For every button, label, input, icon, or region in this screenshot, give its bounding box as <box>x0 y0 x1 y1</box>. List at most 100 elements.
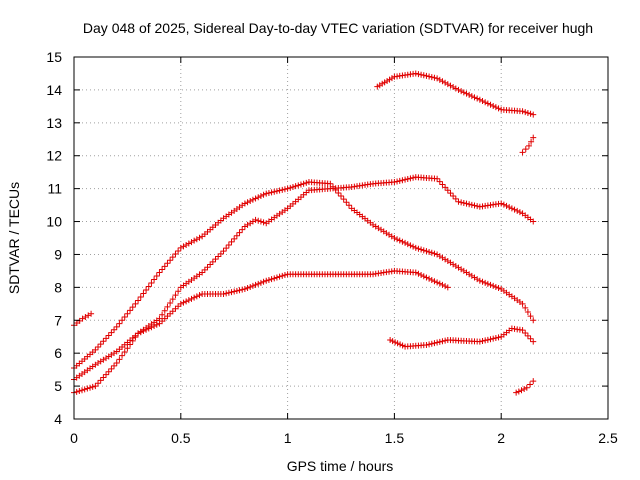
chart-title: Day 048 of 2025, Sidereal Day-to-day VTE… <box>83 20 593 36</box>
data-point <box>399 238 406 245</box>
data-point <box>340 196 347 203</box>
data-point <box>159 266 166 273</box>
data-point <box>217 250 224 257</box>
data-point <box>442 283 449 290</box>
data-point <box>442 337 449 344</box>
data-point <box>415 71 422 78</box>
data-point <box>515 388 522 395</box>
data-point <box>161 263 168 270</box>
data-point <box>530 218 537 225</box>
data-point <box>522 330 529 337</box>
data-point <box>428 249 435 256</box>
data-point <box>265 189 272 196</box>
data-point <box>476 338 483 345</box>
series-track-c <box>71 174 537 383</box>
data-point <box>455 86 462 93</box>
data-point <box>490 335 497 342</box>
data-point <box>119 317 126 324</box>
data-point <box>394 178 401 185</box>
data-point <box>530 134 537 141</box>
data-point <box>508 205 515 212</box>
data-point <box>273 188 280 195</box>
data-point <box>215 253 222 260</box>
data-point <box>260 219 267 226</box>
data-point <box>431 340 438 347</box>
data-point <box>244 284 251 291</box>
data-point <box>252 195 259 202</box>
data-point <box>116 356 123 363</box>
data-point <box>212 256 219 263</box>
data-point <box>442 79 449 86</box>
data-point <box>495 284 502 291</box>
data-point <box>257 218 264 225</box>
data-point <box>420 247 427 254</box>
data-point <box>183 298 190 305</box>
data-point <box>255 217 262 224</box>
data-point <box>257 193 264 200</box>
data-point <box>426 275 433 282</box>
data-point <box>135 330 142 337</box>
data-point <box>434 175 441 182</box>
series-track-e <box>374 70 537 118</box>
data-point <box>177 244 184 251</box>
data-point <box>209 258 216 265</box>
y-tick-label: 7 <box>54 312 62 328</box>
data-point <box>530 338 537 345</box>
data-point <box>121 313 128 320</box>
data-point <box>428 340 435 347</box>
data-point <box>225 289 232 296</box>
data-point <box>442 184 449 191</box>
data-point <box>153 321 160 328</box>
data-point <box>343 199 350 206</box>
data-point <box>300 180 307 187</box>
data-point <box>100 374 107 381</box>
data-point <box>199 269 206 276</box>
data-point <box>522 304 529 311</box>
data-point <box>407 175 414 182</box>
data-point <box>241 286 248 293</box>
data-point <box>105 368 112 375</box>
data-point <box>124 310 131 317</box>
data-point <box>113 360 120 367</box>
data-point <box>260 278 267 285</box>
data-point <box>220 290 227 297</box>
y-tick-label: 8 <box>54 279 62 295</box>
data-point <box>394 236 401 243</box>
data-point <box>116 320 123 327</box>
data-point <box>487 281 494 288</box>
data-point <box>164 303 171 310</box>
data-point <box>524 332 531 339</box>
data-point <box>159 311 166 318</box>
data-point <box>431 74 438 81</box>
data-point <box>458 199 465 206</box>
data-point <box>495 334 502 341</box>
data-point <box>233 232 240 239</box>
data-point <box>73 388 80 395</box>
data-point <box>474 95 481 102</box>
data-point <box>484 280 491 287</box>
data-point <box>132 334 139 341</box>
data-point <box>423 248 430 255</box>
data-point <box>183 241 190 248</box>
data-point <box>87 384 94 391</box>
data-point <box>111 362 118 369</box>
data-point <box>490 282 497 289</box>
data-point <box>108 365 115 372</box>
data-point <box>418 71 425 78</box>
data-point <box>500 201 507 208</box>
data-point <box>169 254 176 261</box>
data-point <box>338 193 344 200</box>
data-point <box>434 339 441 346</box>
data-point <box>418 246 425 253</box>
data-point <box>503 202 510 209</box>
data-point <box>487 101 494 108</box>
data-point <box>407 242 414 249</box>
data-point <box>439 338 446 345</box>
y-tick-label: 13 <box>46 115 62 131</box>
data-point <box>447 82 454 89</box>
data-point <box>479 98 486 105</box>
data-point <box>476 277 483 284</box>
y-tick-label: 6 <box>54 345 62 361</box>
data-point <box>273 274 280 281</box>
x-tick-label: 2.5 <box>598 430 618 446</box>
